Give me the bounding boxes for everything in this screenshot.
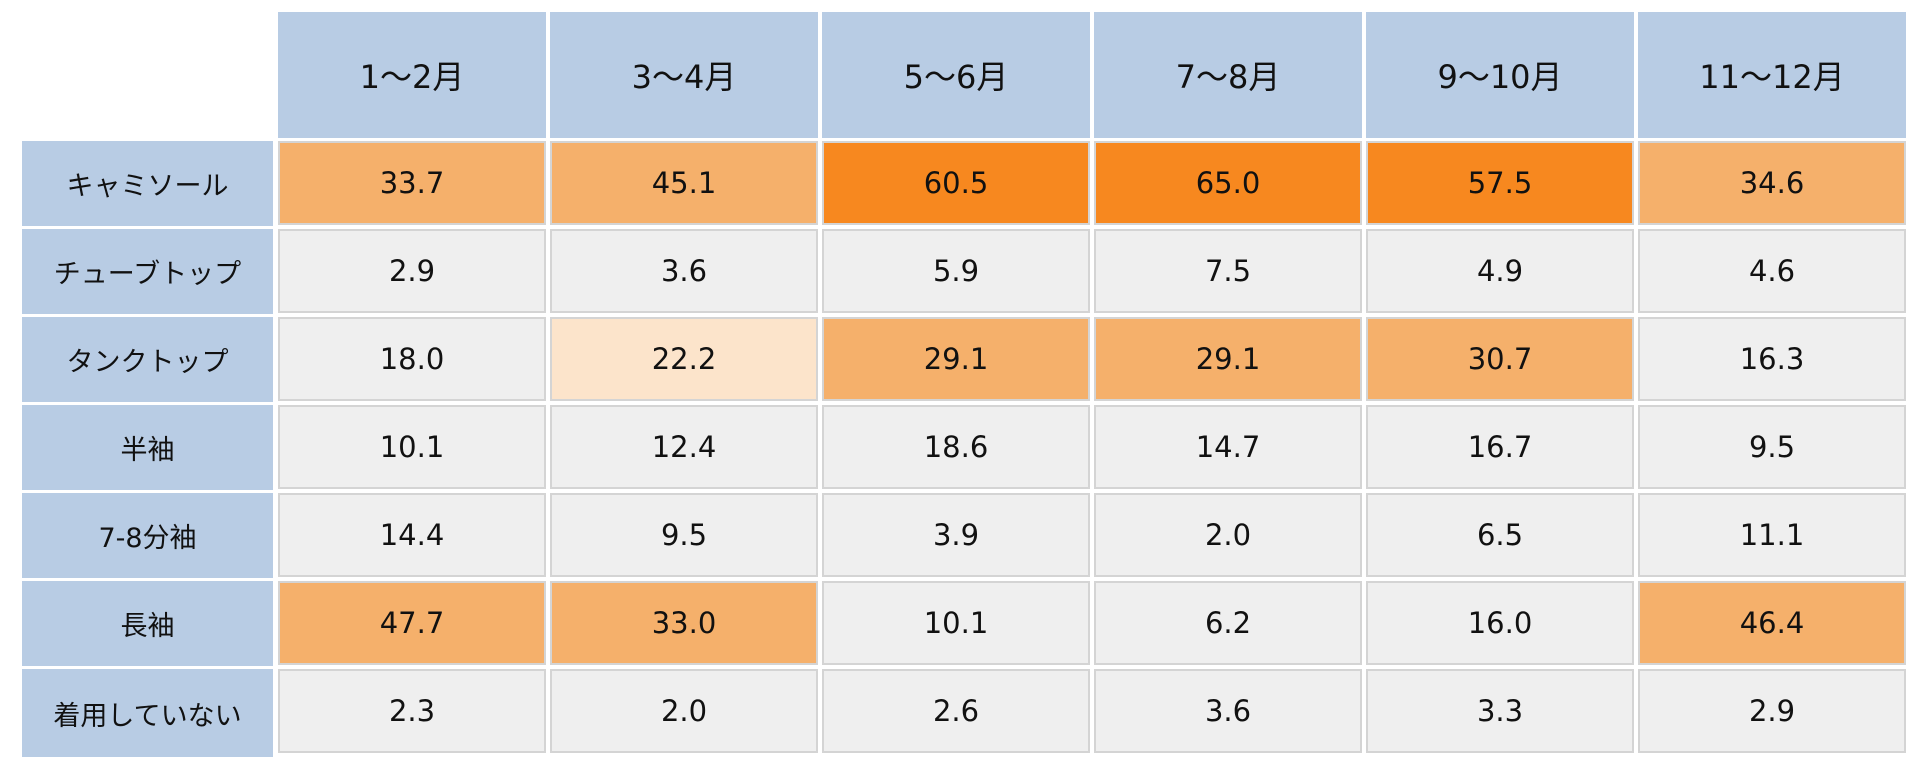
value-cell: 10.1: [278, 405, 546, 489]
value-cell: 14.4: [278, 493, 546, 577]
row-header: タンクトップ: [22, 317, 273, 402]
value-cell: 3.6: [1094, 669, 1362, 753]
row-header: 7-8分袖: [22, 493, 273, 578]
value-cell: 18.6: [822, 405, 1090, 489]
row-header: 半袖: [22, 405, 273, 490]
value-cell: 3.6: [550, 229, 818, 313]
row-header: チューブトップ: [22, 229, 273, 314]
value-cell: 9.5: [1638, 405, 1906, 489]
value-cell: 7.5: [1094, 229, 1362, 313]
value-cell: 34.6: [1638, 141, 1906, 225]
value-cell: 2.9: [278, 229, 546, 313]
column-header: 3～4月: [550, 12, 818, 138]
value-cell: 29.1: [822, 317, 1090, 401]
value-cell: 22.2: [550, 317, 818, 401]
value-cell: 3.9: [822, 493, 1090, 577]
column-header: 11～12月: [1638, 12, 1906, 138]
value-cell: 11.1: [1638, 493, 1906, 577]
value-cell: 2.0: [550, 669, 818, 753]
value-cell: 33.0: [550, 581, 818, 665]
value-cell: 47.7: [278, 581, 546, 665]
value-cell: 65.0: [1094, 141, 1362, 225]
value-cell: 2.6: [822, 669, 1090, 753]
value-cell: 60.5: [822, 141, 1090, 225]
column-header: 7～8月: [1094, 12, 1362, 138]
column-header: 5～6月: [822, 12, 1090, 138]
value-cell: 9.5: [550, 493, 818, 577]
row-header: キャミソール: [22, 141, 273, 226]
value-cell: 5.9: [822, 229, 1090, 313]
value-cell: 16.3: [1638, 317, 1906, 401]
row-header: 着用していない: [22, 669, 273, 757]
value-cell: 16.7: [1366, 405, 1634, 489]
value-cell: 18.0: [278, 317, 546, 401]
value-cell: 6.2: [1094, 581, 1362, 665]
row-header: 長袖: [22, 581, 273, 666]
value-cell: 2.9: [1638, 669, 1906, 753]
value-cell: 57.5: [1366, 141, 1634, 225]
value-cell: 29.1: [1094, 317, 1362, 401]
column-header: 9～10月: [1366, 12, 1634, 138]
value-cell: 3.3: [1366, 669, 1634, 753]
value-cell: 45.1: [550, 141, 818, 225]
value-cell: 30.7: [1366, 317, 1634, 401]
column-header: 1～2月: [278, 12, 546, 138]
value-cell: 14.7: [1094, 405, 1362, 489]
value-cell: 46.4: [1638, 581, 1906, 665]
value-cell: 33.7: [278, 141, 546, 225]
value-cell: 4.9: [1366, 229, 1634, 313]
value-cell: 16.0: [1366, 581, 1634, 665]
value-cell: 10.1: [822, 581, 1090, 665]
value-cell: 12.4: [550, 405, 818, 489]
value-cell: 2.0: [1094, 493, 1362, 577]
value-cell: 4.6: [1638, 229, 1906, 313]
value-cell: 6.5: [1366, 493, 1634, 577]
value-cell: 2.3: [278, 669, 546, 753]
